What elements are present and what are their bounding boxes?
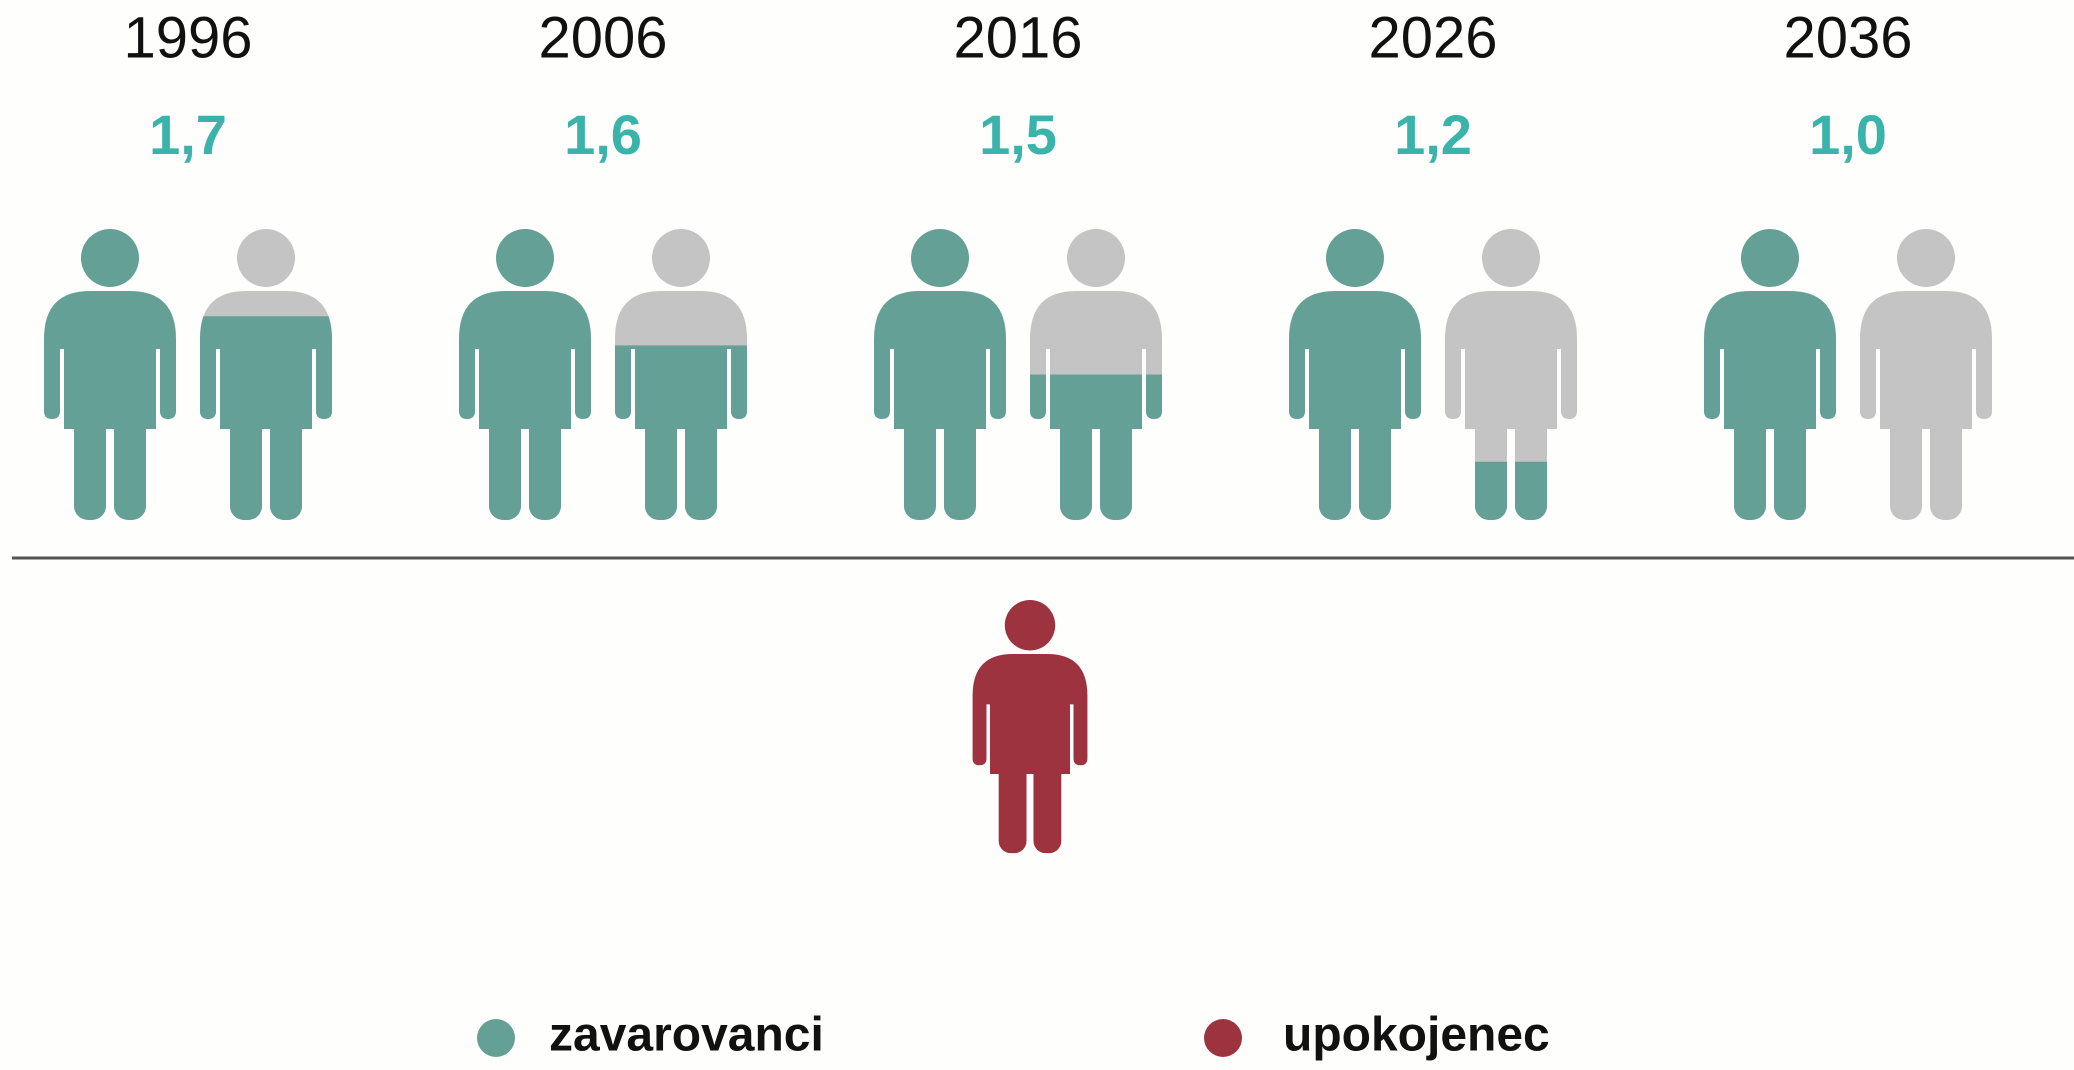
- legend-label: zavarovanci: [549, 1009, 824, 1062]
- value-label: 1,0: [1809, 103, 1887, 166]
- fill-level: [1445, 461, 1577, 520]
- person-icon: [1030, 229, 1162, 520]
- year-label: 2016: [953, 5, 1082, 70]
- year-label: 2036: [1783, 5, 1912, 70]
- legend-label: upokojenec: [1283, 1009, 1550, 1062]
- person-shape: [874, 229, 1006, 520]
- value-label: 1,2: [1394, 103, 1472, 166]
- person-shape: [1704, 229, 1836, 520]
- value-label: 1,7: [149, 103, 227, 166]
- person-shape: [1860, 229, 1992, 520]
- legend-dot: [477, 1019, 515, 1057]
- person-icon: [615, 229, 747, 520]
- person-icon: [44, 229, 176, 520]
- person-icon: [459, 229, 591, 520]
- person-icon: [200, 229, 332, 520]
- fill-level: [1030, 374, 1162, 520]
- person-icon: [972, 600, 1088, 854]
- person-shape: [972, 600, 1088, 854]
- person-icon: [1860, 229, 1992, 520]
- fill-level: [200, 316, 332, 520]
- person-icon: [874, 229, 1006, 520]
- year-label: 1996: [123, 5, 252, 70]
- person-shape: [44, 229, 176, 520]
- person-icon: [1445, 229, 1577, 520]
- fill-level: [615, 345, 747, 520]
- person-icon: [1704, 229, 1836, 520]
- person-icon: [1289, 229, 1421, 520]
- year-label: 2026: [1368, 5, 1497, 70]
- person-shape: [459, 229, 591, 520]
- person-shape: [1289, 229, 1421, 520]
- person-shape: [1445, 229, 1577, 520]
- value-label: 1,5: [979, 103, 1057, 166]
- year-label: 2006: [538, 5, 667, 70]
- value-label: 1,6: [564, 103, 642, 166]
- legend-dot: [1204, 1019, 1242, 1057]
